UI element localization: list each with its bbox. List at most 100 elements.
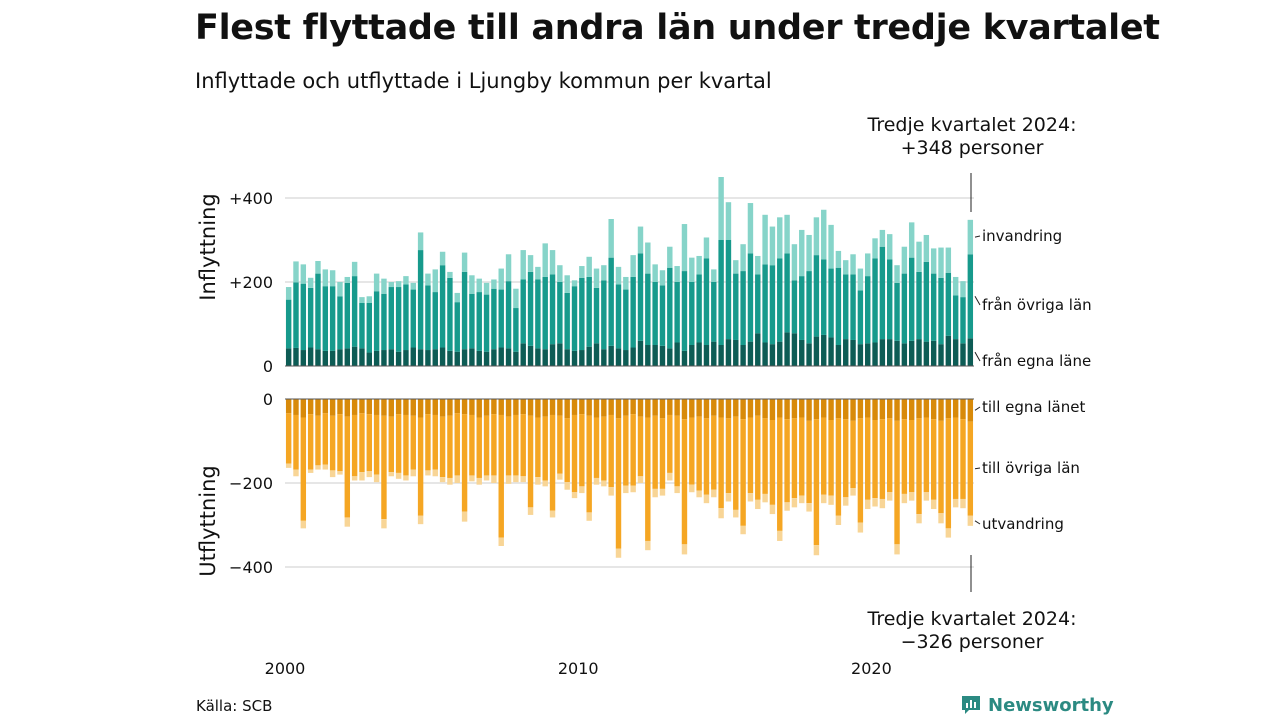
bar-utflyttning-0-92 <box>960 399 966 420</box>
bar-utflyttning-1-66 <box>769 420 776 505</box>
bar-utflyttning-0-25 <box>469 399 475 415</box>
bar-utflyttning-2-19 <box>425 470 431 476</box>
bar-utflyttning-1-16 <box>403 414 409 476</box>
bar-inflyttning-0-59 <box>718 345 724 366</box>
bar-inflyttning-1-37 <box>557 282 563 344</box>
bar-utflyttning-0-24 <box>461 399 468 415</box>
bar-utflyttning-1-38 <box>564 418 570 483</box>
series-label-utflyttning: till egna länet <box>982 398 1085 416</box>
bar-utflyttning-2-30 <box>505 475 512 484</box>
bar-utflyttning-2-54 <box>681 544 688 555</box>
bar-utflyttning-1-22 <box>447 415 453 478</box>
bar-inflyttning-2-93 <box>967 219 974 255</box>
bar-utflyttning-2-20 <box>432 469 438 477</box>
callouts: Tredje kvartalet 2024:+348 personerTredj… <box>867 114 1077 653</box>
bar-inflyttning-1-62 <box>740 271 746 345</box>
bar-inflyttning-1-68 <box>784 253 790 333</box>
bar-inflyttning-2-55 <box>689 257 695 282</box>
bar-utflyttning-1-72 <box>813 419 820 546</box>
bar-utflyttning-0-83 <box>894 399 900 421</box>
bar-inflyttning-2-72 <box>813 217 820 256</box>
bar-inflyttning-0-61 <box>733 339 739 366</box>
bar-utflyttning-2-10 <box>359 472 365 481</box>
bar-inflyttning-0-36 <box>549 344 556 366</box>
bar-inflyttning-2-82 <box>887 234 893 260</box>
bar-utflyttning-0-44 <box>608 399 614 415</box>
y-tick-label-bottom: 0 <box>263 390 273 409</box>
bar-inflyttning-1-31 <box>513 308 519 352</box>
bar-inflyttning-2-47 <box>630 255 636 277</box>
bar-utflyttning-2-55 <box>689 484 695 493</box>
bar-inflyttning-0-72 <box>813 336 820 366</box>
bar-utflyttning-0-3 <box>307 399 314 415</box>
bar-inflyttning-2-81 <box>879 229 886 247</box>
bar-inflyttning-1-51 <box>659 285 666 346</box>
bar-inflyttning-2-79 <box>865 253 871 277</box>
bar-inflyttning-1-8 <box>344 282 351 349</box>
bar-inflyttning-2-61 <box>733 260 739 274</box>
bar-utflyttning-1-34 <box>535 417 541 478</box>
bar-utflyttning-1-53 <box>674 415 680 487</box>
bar-utflyttning-0-76 <box>843 399 849 420</box>
bar-inflyttning-1-63 <box>747 253 754 342</box>
bar-utflyttning-0-71 <box>806 399 812 421</box>
bar-inflyttning-2-87 <box>923 234 930 262</box>
bar-utflyttning-2-8 <box>344 517 351 527</box>
bar-inflyttning-1-65 <box>762 264 768 343</box>
bar-utflyttning-1-39 <box>571 414 578 493</box>
bar-inflyttning-1-5 <box>322 286 329 351</box>
y-axis-title-bottom: Utflyttning <box>196 465 220 577</box>
bar-inflyttning-0-80 <box>872 342 878 366</box>
bar-inflyttning-1-25 <box>469 293 475 349</box>
bar-inflyttning-1-15 <box>395 287 402 352</box>
bar-inflyttning-0-2 <box>300 350 307 366</box>
bar-inflyttning-1-53 <box>674 282 680 343</box>
bar-inflyttning-0-47 <box>630 347 636 366</box>
bar-inflyttning-2-0 <box>285 287 292 300</box>
bar-utflyttning-2-34 <box>535 477 541 485</box>
x-tick-label: 2010 <box>558 659 599 678</box>
bar-utflyttning-1-5 <box>322 413 329 465</box>
bar-utflyttning-2-14 <box>388 472 394 477</box>
bar-inflyttning-0-10 <box>359 348 365 366</box>
bar-utflyttning-0-37 <box>557 399 563 416</box>
bar-inflyttning-2-52 <box>667 246 673 268</box>
bar-inflyttning-2-8 <box>344 276 351 283</box>
bar-utflyttning-2-27 <box>483 475 490 481</box>
bar-utflyttning-0-59 <box>718 399 724 418</box>
bar-inflyttning-1-71 <box>806 271 812 344</box>
bar-inflyttning-0-34 <box>535 348 541 366</box>
bar-inflyttning-1-38 <box>564 292 570 350</box>
bar-inflyttning-1-28 <box>491 288 497 350</box>
bar-inflyttning-2-65 <box>762 214 768 265</box>
bar-inflyttning-1-19 <box>425 285 431 351</box>
bar-utflyttning-1-87 <box>923 417 930 493</box>
source-note: Källa: SCB <box>196 697 273 715</box>
bar-inflyttning-2-22 <box>447 271 453 278</box>
bar-inflyttning-0-53 <box>674 342 680 366</box>
bar-utflyttning-0-2 <box>300 399 307 418</box>
bar-inflyttning-0-23 <box>454 351 460 366</box>
bar-utflyttning-1-37 <box>557 415 563 474</box>
bar-inflyttning-2-48 <box>637 226 644 254</box>
bar-inflyttning-2-60 <box>725 202 732 240</box>
bar-inflyttning-0-83 <box>894 340 900 366</box>
bar-inflyttning-0-81 <box>879 339 886 366</box>
bar-inflyttning-2-84 <box>901 246 908 274</box>
bar-inflyttning-2-15 <box>395 281 402 288</box>
bar-utflyttning-2-73 <box>821 494 827 504</box>
bar-inflyttning-1-33 <box>527 271 534 346</box>
x-tick-label: 2020 <box>851 659 892 678</box>
bar-utflyttning-0-80 <box>872 399 878 420</box>
bar-utflyttning-1-51 <box>659 418 666 489</box>
bar-inflyttning-1-7 <box>337 296 343 350</box>
bar-utflyttning-0-69 <box>791 399 798 419</box>
chart-subtitle: Inflyttade och utflyttade i Ljungby komm… <box>195 69 772 93</box>
bar-inflyttning-0-73 <box>821 334 827 366</box>
bar-inflyttning-1-16 <box>403 284 409 351</box>
bar-utflyttning-1-73 <box>821 417 827 495</box>
bar-inflyttning-2-68 <box>784 214 790 254</box>
bar-inflyttning-0-39 <box>571 350 578 366</box>
bar-utflyttning-1-9 <box>351 414 358 477</box>
bar-inflyttning-1-64 <box>755 274 761 334</box>
